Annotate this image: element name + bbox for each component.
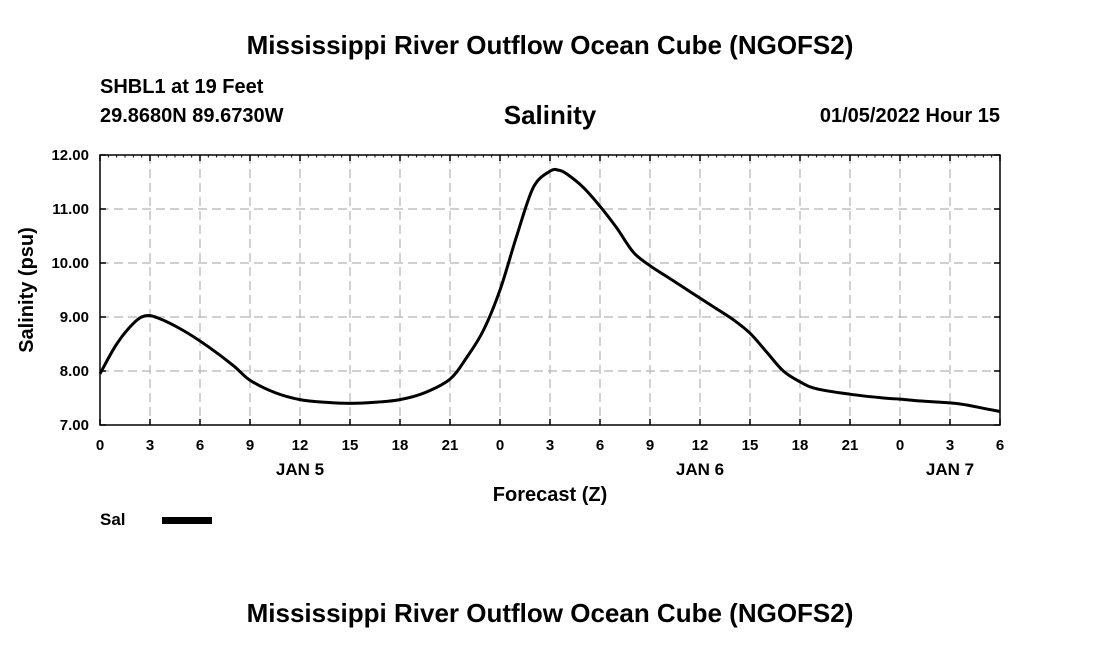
- axis-labels: Forecast (Z) Salinity (psu) JAN 5 JAN 6 JA…: [16, 227, 974, 506]
- x-tick-label: 0: [496, 437, 504, 454]
- y-tick-label: 12.00: [51, 147, 89, 164]
- y-tick-label: 11.00: [52, 201, 89, 218]
- x-tick-label: 21: [842, 437, 859, 454]
- x-tick-label: 6: [596, 437, 604, 454]
- x-tick-label: 3: [946, 437, 954, 454]
- y-tick-label: 10.00: [51, 255, 89, 272]
- x-tick-label: 0: [896, 437, 904, 454]
- date-label: JAN 6: [676, 460, 724, 479]
- x-tick-label: 15: [742, 437, 759, 454]
- grid-lines: [100, 155, 1000, 425]
- y-tick-label: 7.00: [60, 417, 89, 434]
- x-tick-label: 18: [792, 437, 809, 454]
- date-label: JAN 7: [926, 460, 974, 479]
- x-tick-label: 6: [196, 437, 204, 454]
- x-tick-label: 3: [546, 437, 554, 454]
- x-axis-label: Forecast (Z): [493, 484, 607, 506]
- legend-swatch: [162, 517, 212, 524]
- x-tick-label: 9: [246, 437, 254, 454]
- axis-ticks: 0 3 6 9 12 15 18 21 0 3 6 9 12 15 18 21 0 3 6 7.00 8.00 9.00 1…: [51, 147, 1004, 454]
- x-tick-label: 12: [292, 437, 309, 454]
- x-tick-label: 9: [646, 437, 654, 454]
- date-label: JAN 5: [276, 460, 324, 479]
- y-axis-label: Salinity (psu): [16, 227, 38, 353]
- series-line-sal: [98, 167, 1001, 413]
- chart-title: Salinity: [503, 100, 597, 130]
- x-tick-label: 0: [96, 437, 104, 454]
- x-tick-label: 6: [996, 437, 1004, 454]
- chart-header-title: Mississippi River Outflow Ocean Cube (NG…: [246, 30, 854, 60]
- coordinates-label: 29.8680N 89.6730W: [100, 105, 284, 127]
- forecast-datetime: 01/05/2022 Hour 15: [819, 105, 1000, 127]
- station-label: SHBL1 at 19 Feet: [100, 76, 264, 98]
- series-layer: [98, 167, 1001, 413]
- y-tick-label: 8.00: [60, 363, 89, 380]
- x-tick-label: 18: [392, 437, 409, 454]
- x-tick-label: 3: [146, 437, 154, 454]
- x-tick-label: 21: [442, 437, 459, 454]
- y-tick-label: 9.00: [60, 309, 89, 326]
- legend-label: Sal: [100, 510, 126, 529]
- footer-title: Mississippi River Outflow Ocean Cube (NG…: [246, 598, 854, 628]
- x-tick-label: 12: [692, 437, 709, 454]
- x-tick-label: 15: [342, 437, 359, 454]
